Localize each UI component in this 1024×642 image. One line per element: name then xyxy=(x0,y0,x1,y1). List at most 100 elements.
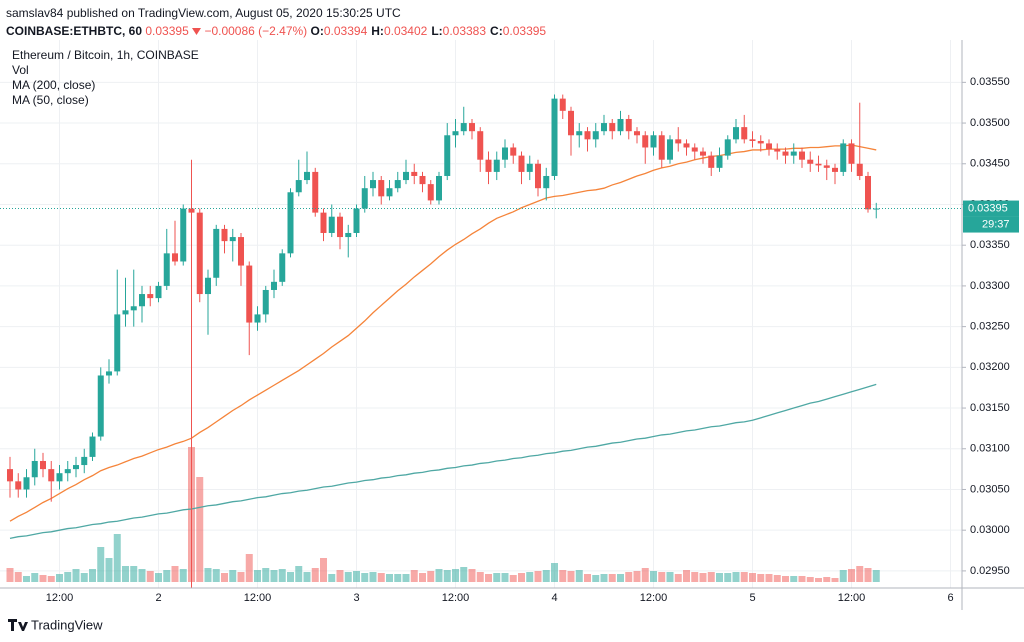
candle-body xyxy=(766,143,772,150)
candle-body xyxy=(163,253,170,286)
candle-body xyxy=(856,163,863,176)
candle-body xyxy=(378,180,385,197)
candle-body xyxy=(741,127,748,140)
brand: TradingView xyxy=(31,617,103,632)
countdown: 29:37 xyxy=(982,218,1010,230)
volume-bar xyxy=(641,568,649,582)
volume-bar xyxy=(815,578,822,582)
candle-body xyxy=(304,171,310,181)
volume-bar xyxy=(311,568,319,582)
candle-body xyxy=(559,98,566,111)
volume-bar xyxy=(353,571,360,582)
volume-bar xyxy=(460,567,468,582)
candle-body xyxy=(436,175,442,201)
ohlc-value: 0.03395 xyxy=(502,24,547,38)
volume-bar xyxy=(773,575,781,582)
volume-bar xyxy=(518,573,525,582)
candle-body xyxy=(370,180,376,189)
volume-bar xyxy=(122,566,129,582)
quote-line: COINBASE:ETHBTC, 60 0.03395 −0.00086 (−2… xyxy=(6,22,550,40)
volume-bar xyxy=(204,568,212,582)
candle-body xyxy=(114,314,121,372)
candle-body xyxy=(411,171,418,176)
candle-body xyxy=(15,481,22,490)
candle-body xyxy=(774,149,781,152)
ohlc-label: H: xyxy=(371,24,384,38)
volume-bar xyxy=(6,568,14,582)
volume-bar xyxy=(23,576,30,582)
volume-bar xyxy=(468,569,476,582)
candle-body xyxy=(221,228,228,242)
candle-body xyxy=(213,228,220,278)
candle-body xyxy=(543,175,550,189)
volume-bar xyxy=(683,570,690,582)
logo xyxy=(8,619,28,631)
volume-bar xyxy=(848,569,855,582)
candle-body xyxy=(320,212,327,233)
candle-body xyxy=(601,123,607,132)
candle-body xyxy=(394,180,401,189)
candle-body xyxy=(650,135,657,148)
candle-body xyxy=(683,143,690,148)
y-tick-label: 0.03200 xyxy=(970,361,1010,373)
candle-body xyxy=(172,253,178,262)
volume-bar xyxy=(559,570,567,582)
volume-bar xyxy=(361,573,369,582)
x-tick-label: 4 xyxy=(551,592,557,604)
axes: 0.02950 0.03000 0.03050 0.03100 0.03150 0.032… xyxy=(46,76,1019,604)
y-tick-label: 0.03300 xyxy=(970,280,1010,292)
volume-bar xyxy=(831,578,839,582)
volume-bar xyxy=(699,573,707,582)
volume-bar xyxy=(608,574,616,582)
volume-bar xyxy=(806,577,814,582)
grid xyxy=(0,40,962,588)
volume-bar xyxy=(72,569,80,582)
candle-body xyxy=(609,123,616,132)
ohlc-value: 0.03394 xyxy=(323,24,368,38)
candle-body xyxy=(180,208,187,262)
volume-bar xyxy=(600,574,608,582)
candle-body xyxy=(271,281,277,290)
volume-bar xyxy=(757,574,765,582)
candle-body xyxy=(625,118,632,132)
candle-body xyxy=(403,171,409,181)
volume-bar xyxy=(542,570,550,582)
volume-bar xyxy=(427,571,435,582)
volume-bar xyxy=(617,574,624,582)
volume-bar xyxy=(56,574,63,582)
y-tick-label: 0.03000 xyxy=(970,524,1010,536)
volume-bar xyxy=(47,576,55,582)
volume-bar xyxy=(64,572,72,582)
volume-bar xyxy=(724,573,732,582)
volume-bar xyxy=(39,575,47,582)
y-tick-label: 0.03350 xyxy=(970,239,1010,251)
candle-body xyxy=(568,110,574,136)
countdown-box xyxy=(963,216,1019,233)
ohlc-label: L: xyxy=(431,24,443,38)
candle-body xyxy=(287,192,294,254)
candle-body xyxy=(238,237,244,266)
candle-body xyxy=(691,147,698,152)
volume-bar xyxy=(196,477,204,582)
candle-body xyxy=(477,131,484,160)
candle-body xyxy=(502,147,508,160)
volume-bar xyxy=(254,570,261,582)
volume-bar xyxy=(287,572,294,582)
candle-body xyxy=(460,123,467,132)
candle-body xyxy=(452,131,459,136)
candle-body xyxy=(733,127,739,140)
volume-bar xyxy=(749,573,756,582)
x-tick-label: 12:00 xyxy=(46,592,74,604)
candle-body xyxy=(23,477,30,490)
volume-bar xyxy=(650,571,657,582)
candle-body xyxy=(31,460,38,478)
volume-bar xyxy=(476,572,484,582)
candle-body xyxy=(658,135,665,160)
candle-body xyxy=(535,163,541,189)
change: −0.00086 (−2.47%) xyxy=(204,24,308,38)
candle-body xyxy=(229,237,236,242)
candle-body xyxy=(469,123,475,132)
candle-body xyxy=(205,277,211,295)
